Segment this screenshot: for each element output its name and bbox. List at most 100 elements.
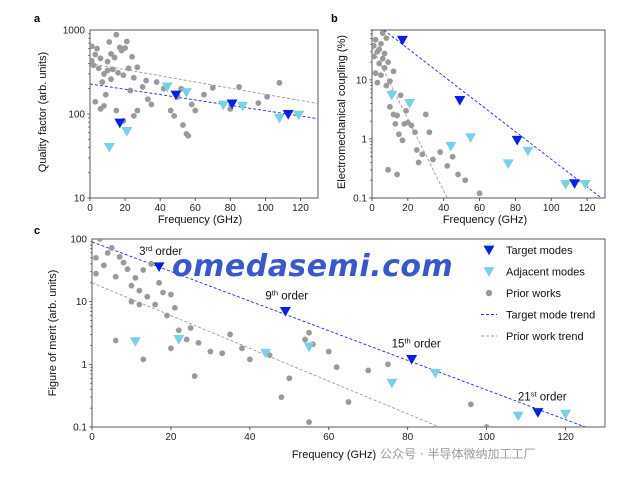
order-number: 3: [139, 246, 145, 258]
order-word: order: [152, 246, 182, 258]
prior-work-point: [128, 282, 135, 289]
prior-work-point: [483, 424, 490, 427]
prior-work-point: [106, 39, 113, 45]
prior-work-point: [156, 279, 162, 286]
prior-work-point: [455, 171, 461, 178]
prior-work-point: [195, 339, 202, 346]
prior-work-point: [120, 72, 127, 79]
prior-work-point: [422, 111, 429, 118]
prior-work-point: [378, 40, 384, 47]
prior-work-point: [164, 312, 170, 319]
prior-work-point: [136, 287, 143, 294]
prior-work-point: [180, 122, 186, 128]
adjacent-mode-marker: [303, 342, 315, 353]
x-tick-label: 40: [438, 203, 450, 214]
x-tick-label: 20: [120, 203, 132, 214]
target-mode-marker: [569, 179, 581, 189]
y-tick-label: 0.1: [73, 423, 87, 434]
panel-c-legend: Target modes Adjacent modes Prior works Tar…: [481, 245, 595, 343]
prior-work-point: [449, 153, 456, 160]
target-mode-marker: [114, 118, 126, 129]
prior-work-point: [125, 65, 132, 72]
prior-work-point: [383, 82, 390, 89]
prior-work-point: [116, 253, 123, 260]
order-superscript: st: [531, 390, 538, 399]
prior-work-point: [168, 345, 174, 352]
plot-frame: [371, 29, 606, 199]
prior-work-point: [100, 262, 107, 269]
x-tick-label: 120: [557, 432, 574, 443]
prior-work-point: [394, 171, 400, 178]
y-tick-label: 10: [74, 194, 86, 205]
prior-work-point: [412, 129, 418, 136]
prior-work-point: [96, 239, 103, 242]
adjacent-mode-marker: [386, 378, 398, 389]
x-tick-label: 40: [244, 432, 256, 443]
prior-work-point: [264, 93, 271, 100]
panel-b-xlabel: Frequency (GHz): [443, 214, 527, 226]
legend-adjacent-marker: [483, 267, 495, 277]
prior-work-point: [278, 394, 285, 401]
prior-work-point: [444, 162, 451, 169]
target-trend-line: [92, 241, 586, 427]
prior-work-point: [419, 151, 426, 158]
adjacent-mode-marker: [173, 334, 185, 345]
legend-label: Prior work trend: [506, 331, 584, 343]
panel-a: a 0 20 40 60 80 100 120 10 100 1000 Frequency (GH…: [34, 13, 319, 226]
prior-work-point: [152, 301, 159, 308]
y-tick-label: 1: [361, 134, 367, 145]
prior-work-point: [365, 367, 372, 374]
prior-work-point: [385, 59, 392, 66]
adjacent-mode-marker: [386, 90, 398, 101]
panel-b-label: b: [331, 13, 338, 25]
x-tick-label: 100: [543, 203, 560, 214]
prior-work-point: [437, 149, 444, 155]
prior-work-point: [286, 375, 293, 382]
prior-work-point: [134, 107, 141, 114]
prior-work-point: [104, 67, 111, 74]
prior-work-point: [394, 112, 400, 119]
order-word: order: [278, 290, 308, 302]
x-tick-label: 80: [225, 203, 237, 214]
prior-work-point: [376, 46, 383, 53]
prior-work-point: [130, 74, 137, 81]
adjacent-mode-marker: [560, 409, 572, 420]
adjacent-mode-marker: [180, 88, 192, 98]
prior-work-point: [93, 254, 99, 261]
target-mode-marker: [153, 262, 165, 273]
adjacent-mode-marker: [237, 101, 249, 112]
prior-work-point: [128, 298, 135, 305]
prior-work-point: [374, 79, 381, 86]
legend-label: Prior works: [506, 288, 562, 300]
prior-work-point: [413, 147, 420, 153]
adjacent-mode-marker: [273, 113, 285, 124]
prior-work-point: [381, 50, 388, 57]
legend-target-marker: [483, 245, 495, 256]
y-tick-label: 1000: [63, 26, 86, 37]
target-mode-marker: [226, 99, 238, 110]
x-tick-label: 120: [292, 203, 309, 214]
prior-work-point: [376, 60, 383, 67]
y-tick-label: 100: [70, 235, 87, 246]
x-tick-label: 0: [369, 203, 375, 214]
prior-work-point: [187, 325, 194, 331]
prior-work-point: [209, 84, 216, 91]
prior-work-point: [397, 92, 404, 99]
adjacent-mode-marker: [260, 348, 272, 359]
panel-a-label: a: [34, 13, 41, 25]
prior-work-point: [140, 267, 147, 273]
prior-work-point: [192, 107, 199, 114]
prior-work-point: [387, 78, 393, 85]
panel-c-xlabel: Frequency (GHz): [292, 449, 376, 461]
order-superscript: rd: [145, 244, 152, 253]
adjacent-mode-marker: [502, 159, 514, 169]
order-number: 9: [265, 290, 271, 302]
prior-work-point: [372, 70, 379, 77]
prior-work-point: [302, 336, 308, 343]
adjacent-mode-marker: [217, 100, 229, 111]
prior-work-point: [399, 137, 406, 144]
prior-work-point: [185, 132, 192, 139]
